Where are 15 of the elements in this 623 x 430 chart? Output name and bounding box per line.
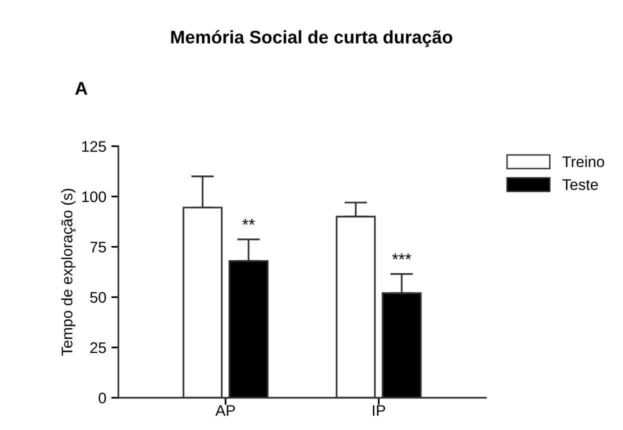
legend-label: Teste xyxy=(562,179,598,190)
x-tick-label: AP xyxy=(215,405,235,416)
text: A xyxy=(75,82,88,95)
chart-title: Memória Social de curta duração xyxy=(171,30,452,48)
y-tick-label: 50 xyxy=(90,292,106,303)
legend-label: Treino xyxy=(562,156,604,168)
annotation: ** xyxy=(242,218,255,225)
y-tick-label: 25 xyxy=(90,342,106,354)
x-tick-label: IP xyxy=(372,405,386,416)
annotation: *** xyxy=(392,254,412,260)
y-tick-label: 75 xyxy=(90,242,106,253)
y-axis-title: Tempo de exploração (s) xyxy=(61,188,76,356)
y-tick-label: 100 xyxy=(82,191,106,202)
y-tick-label: 125 xyxy=(82,141,106,152)
y-tick-label: 0 xyxy=(98,392,106,404)
